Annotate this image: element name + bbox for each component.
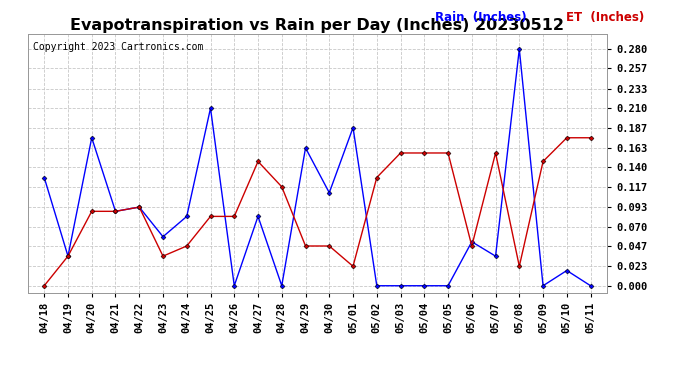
Text: ET  (Inches): ET (Inches) [566,11,644,24]
Text: Rain  (Inches): Rain (Inches) [435,11,526,24]
Title: Evapotranspiration vs Rain per Day (Inches) 20230512: Evapotranspiration vs Rain per Day (Inch… [70,18,564,33]
Text: Copyright 2023 Cartronics.com: Copyright 2023 Cartronics.com [33,42,204,51]
